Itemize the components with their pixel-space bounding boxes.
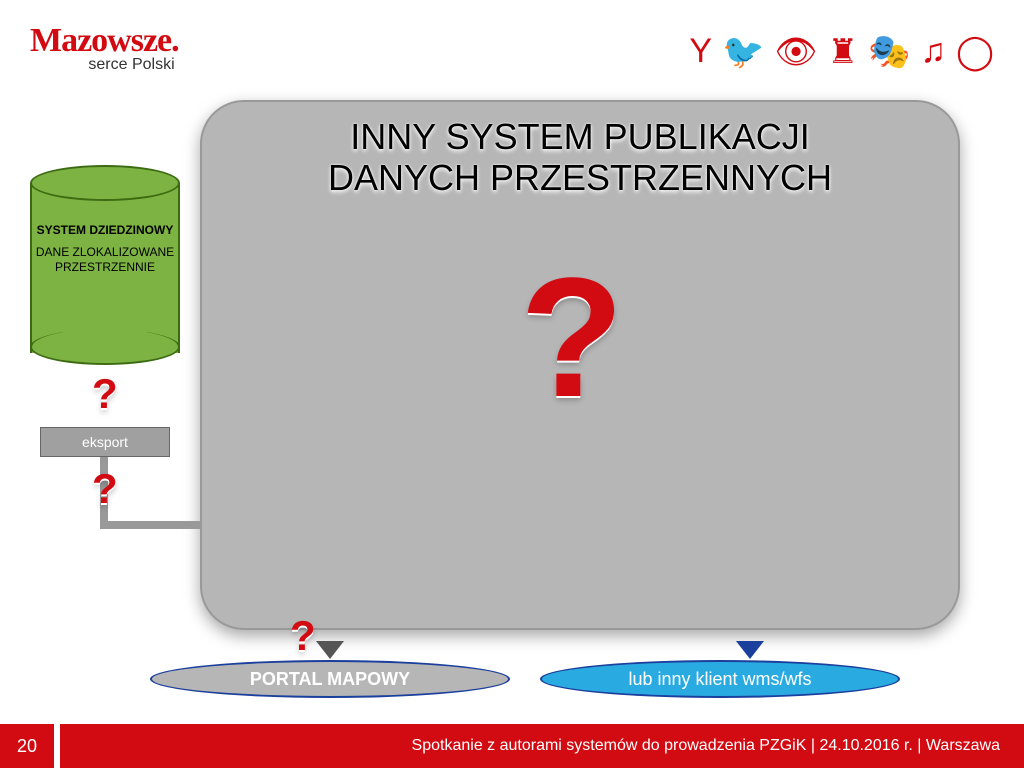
- cylinder-top: [30, 165, 180, 201]
- main-title-line2: DANYCH PRZESTRZENNYCH: [202, 157, 958, 198]
- head-icon: ◯: [956, 32, 994, 72]
- eye-icon: 👁: [774, 32, 817, 72]
- page-number: 20: [0, 724, 60, 768]
- cylinder-bottom: [30, 329, 180, 365]
- arrow-down-1: [316, 641, 344, 659]
- ellipse1-label: PORTAL MAPOWY: [250, 669, 410, 690]
- icon-y: Y: [689, 32, 712, 72]
- slide: Mazowsze. serce Polski Y 🐦 👁 ♜ 🎭 ♫ ◯ SYS…: [0, 0, 1024, 768]
- logo-block: Mazowsze. serce Polski: [30, 22, 179, 74]
- footer-text: Spotkanie z autorami systemów do prowadz…: [60, 737, 1024, 755]
- main-title: INNY SYSTEM PUBLIKACJI DANYCH PRZESTRZEN…: [202, 116, 958, 199]
- connector-horizontal: [104, 521, 200, 529]
- cylinder-title: SYSTEM DZIEDZINOWY: [37, 223, 174, 237]
- question-mark-3: ?: [290, 612, 316, 660]
- arrow-down-2: [736, 641, 764, 659]
- main-title-line1: INNY SYSTEM PUBLIKACJI: [202, 116, 958, 157]
- question-mark-main: ?: [520, 240, 624, 436]
- footer-bar: 20 Spotkanie z autorami systemów do prow…: [0, 724, 1024, 768]
- ellipse2-label: lub inny klient wms/wfs: [628, 669, 811, 690]
- cylinder-subtitle: DANE ZLOKALIZOWANE PRZESTRZENNIE: [30, 245, 180, 276]
- icon-row: Y 🐦 👁 ♜ 🎭 ♫ ◯: [689, 32, 994, 72]
- eksport-label: eksport: [82, 434, 128, 450]
- music-icon: ♫: [920, 32, 946, 72]
- header: Mazowsze. serce Polski Y 🐦 👁 ♜ 🎭 ♫ ◯: [0, 14, 1024, 92]
- logo-text: Mazowsze.: [30, 22, 179, 60]
- cylinder-database: SYSTEM DZIEDZINOWY DANE ZLOKALIZOWANE PR…: [30, 165, 180, 365]
- mask-icon: 🎭: [868, 32, 910, 72]
- castle-icon: ♜: [828, 32, 858, 72]
- cylinder-label: SYSTEM DZIEDZINOWY DANE ZLOKALIZOWANE PR…: [30, 223, 180, 276]
- question-mark-2: ?: [92, 465, 118, 513]
- bird-icon: 🐦: [722, 32, 764, 72]
- ellipse-klient-wms: lub inny klient wms/wfs: [540, 660, 900, 698]
- ellipse-portal-mapowy: PORTAL MAPOWY: [150, 660, 510, 698]
- eksport-box: eksport: [40, 427, 170, 457]
- question-mark-1: ?: [92, 370, 118, 418]
